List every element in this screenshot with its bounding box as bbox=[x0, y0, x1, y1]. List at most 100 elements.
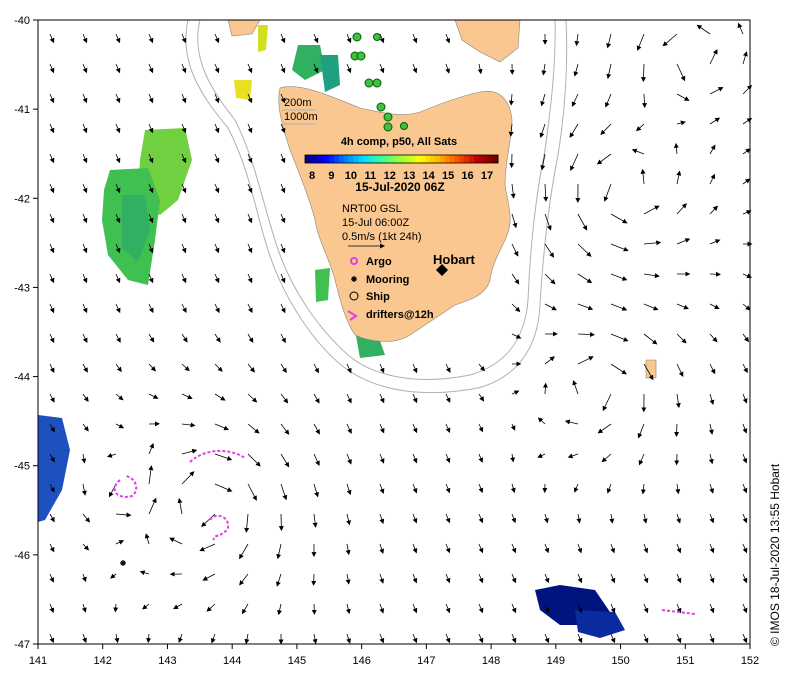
current-arrow bbox=[113, 603, 119, 613]
current-arrow bbox=[49, 33, 55, 44]
current-arrow bbox=[709, 49, 718, 65]
current-arrow bbox=[49, 273, 55, 284]
current-arrow bbox=[346, 33, 352, 44]
current-arrow bbox=[148, 363, 157, 372]
current-arrow bbox=[478, 603, 484, 614]
current-arrow bbox=[239, 573, 249, 586]
current-arrow bbox=[148, 63, 154, 74]
current-arrow bbox=[445, 603, 451, 614]
current-arrow bbox=[82, 513, 91, 523]
current-arrow bbox=[81, 603, 87, 613]
lat-tick-label: -44 bbox=[14, 372, 30, 384]
current-arrow bbox=[82, 303, 88, 314]
colorbar-cell bbox=[420, 155, 427, 163]
current-arrow bbox=[148, 243, 154, 254]
current-arrow bbox=[577, 633, 583, 644]
current-arrow bbox=[576, 513, 582, 524]
current-arrow bbox=[643, 363, 654, 381]
current-arrow bbox=[313, 63, 319, 74]
current-arrow bbox=[511, 603, 517, 614]
current-arrow bbox=[544, 633, 550, 644]
current-arrow bbox=[709, 333, 718, 343]
credit-text: © IMOS 18-Jul-2020 13:55 Hobart bbox=[768, 463, 782, 646]
colorbar-cell bbox=[382, 155, 388, 163]
current-arrow bbox=[642, 93, 648, 109]
lat-tick-label: -42 bbox=[14, 193, 30, 205]
current-arrow bbox=[537, 417, 546, 425]
current-arrow bbox=[709, 603, 715, 614]
current-arrow bbox=[181, 183, 187, 194]
current-arrow bbox=[49, 513, 55, 523]
current-arrow bbox=[511, 333, 522, 339]
colorbar-cell bbox=[362, 155, 369, 163]
current-arrow bbox=[577, 543, 583, 554]
current-arrow bbox=[276, 573, 282, 587]
current-arrow bbox=[673, 142, 679, 155]
current-arrow bbox=[214, 333, 221, 343]
current-arrow bbox=[742, 303, 751, 311]
current-arrow bbox=[742, 573, 748, 584]
colorbar-cell bbox=[324, 155, 330, 163]
current-arrow bbox=[676, 203, 687, 215]
current-arrow bbox=[148, 465, 154, 485]
current-arrow bbox=[642, 513, 648, 524]
current-arrow bbox=[577, 573, 583, 584]
current-arrow bbox=[511, 390, 520, 395]
current-arrow bbox=[247, 393, 258, 403]
current-arrow bbox=[82, 213, 88, 224]
current-arrow bbox=[82, 333, 88, 344]
current-arrow bbox=[544, 573, 550, 584]
lat-tick-label: -45 bbox=[14, 461, 30, 473]
current-arrow bbox=[742, 363, 748, 374]
colorbar-cell bbox=[387, 155, 393, 163]
current-arrow bbox=[676, 333, 687, 344]
colorbar-cell bbox=[459, 155, 465, 163]
colorbar-cell bbox=[444, 155, 451, 163]
current-arrow bbox=[206, 603, 216, 612]
current-arrow bbox=[412, 513, 418, 524]
current-arrow bbox=[577, 273, 593, 284]
current-arrow bbox=[511, 273, 520, 285]
current-arrow bbox=[445, 453, 451, 464]
current-arrow bbox=[445, 63, 451, 74]
colorbar-cell bbox=[435, 155, 441, 163]
colorbar-cell bbox=[473, 155, 480, 163]
current-arrow bbox=[49, 243, 55, 254]
current-arrow bbox=[511, 573, 517, 584]
current-arrow bbox=[742, 148, 751, 155]
ship-symbol bbox=[349, 291, 359, 301]
current-arrow bbox=[635, 123, 645, 132]
current-arrow bbox=[542, 382, 548, 395]
current-arrow bbox=[709, 393, 715, 406]
current-arrow bbox=[214, 423, 229, 431]
current-arrow bbox=[114, 633, 120, 644]
current-arrow bbox=[115, 423, 125, 429]
current-arrow bbox=[115, 183, 121, 194]
argo-symbol bbox=[350, 257, 358, 265]
current-arrow bbox=[604, 93, 612, 108]
current-vectors bbox=[49, 22, 753, 645]
current-arrow bbox=[412, 363, 418, 374]
current-arrow bbox=[115, 213, 121, 224]
current-arrow bbox=[82, 183, 88, 194]
current-arrow bbox=[82, 273, 88, 284]
current-arrow bbox=[610, 543, 616, 554]
current-arrow bbox=[49, 393, 55, 403]
current-arrow bbox=[82, 393, 89, 403]
lon-tick-label: 146 bbox=[352, 655, 370, 667]
current-arrow bbox=[571, 93, 579, 107]
colorbar-cell bbox=[391, 155, 398, 163]
current-arrow bbox=[148, 303, 154, 314]
current-arrow bbox=[544, 243, 555, 258]
current-arrow bbox=[115, 243, 121, 254]
current-arrow bbox=[601, 453, 612, 463]
current-arrow bbox=[643, 633, 649, 644]
current-arrow bbox=[643, 603, 649, 614]
current-arrow bbox=[610, 603, 616, 614]
colorbar-cell bbox=[367, 155, 374, 163]
current-arrow bbox=[544, 213, 552, 231]
current-arrow bbox=[742, 333, 749, 343]
current-arrow bbox=[742, 453, 748, 464]
current-arrow bbox=[643, 273, 660, 279]
current-arrow bbox=[280, 393, 289, 404]
